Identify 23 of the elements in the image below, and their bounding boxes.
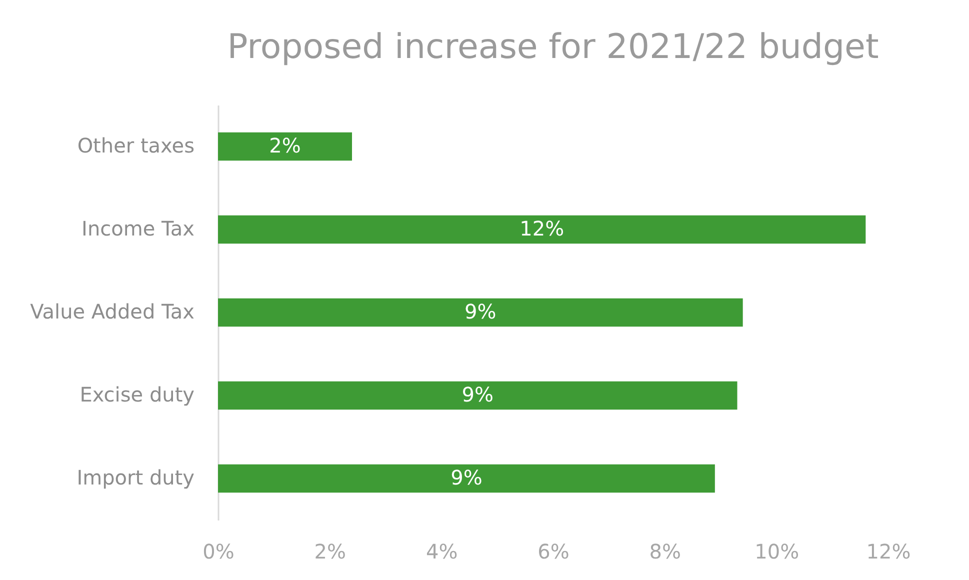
chart-title: Proposed increase for 2021/22 budget <box>227 27 879 67</box>
bar <box>218 298 743 327</box>
data-label: 12% <box>520 216 564 240</box>
x-tick-label: 10% <box>754 540 800 564</box>
data-label: 2% <box>269 134 301 158</box>
x-tick-label: 12% <box>866 540 911 564</box>
bar <box>218 215 866 244</box>
y-tick-label: Import duty <box>76 466 195 490</box>
bar <box>218 464 715 493</box>
y-tick-label: Value Added Tax <box>30 300 195 324</box>
bar <box>218 381 738 410</box>
y-tick-label: Excise duty <box>80 382 195 406</box>
y-tick-label: Income Tax <box>82 216 195 240</box>
data-label: 9% <box>462 382 494 406</box>
x-tick-label: 8% <box>649 540 682 564</box>
data-label: 9% <box>450 466 482 490</box>
data-label: 9% <box>464 300 496 324</box>
bar <box>218 132 352 161</box>
x-tick-label: 6% <box>538 540 570 564</box>
x-tick-label: 4% <box>426 540 458 564</box>
x-tick-label: 2% <box>314 540 346 564</box>
y-tick-label: Other taxes <box>77 134 194 158</box>
x-tick-label: 0% <box>202 540 234 564</box>
